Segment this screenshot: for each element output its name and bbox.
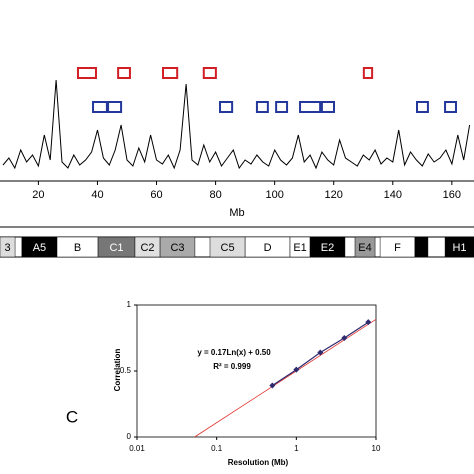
region-box (162, 67, 179, 79)
band-label: E4 (358, 242, 371, 254)
x-tick-label: 140 (384, 189, 402, 201)
x-tick-label: 100 (265, 189, 283, 201)
data-point (317, 349, 324, 356)
band-label: A5 (33, 242, 46, 254)
region-box (444, 101, 457, 113)
data-point (269, 382, 276, 389)
fit-equation: y = 0.17Ln(x) + 0.50 (197, 348, 271, 357)
band (354, 236, 376, 258)
band (159, 236, 196, 258)
band (309, 236, 346, 258)
region-box (202, 67, 217, 79)
region-box (117, 67, 131, 79)
band-label: D (264, 242, 272, 254)
data-point (341, 335, 348, 341)
x-tick-label: 20 (32, 189, 44, 201)
band-label: F (394, 242, 401, 254)
x-tick-label: 0.1 (211, 444, 223, 453)
x-tick-label: 1 (294, 444, 299, 453)
region-box (76, 67, 97, 79)
region-box (299, 101, 322, 113)
band-label: E1 (293, 242, 306, 254)
x-tick-label: 0.01 (129, 444, 145, 453)
data-point (365, 319, 372, 326)
x-tick-label: 160 (443, 189, 461, 201)
band-label: C2 (140, 242, 154, 254)
x-tick-label: 10 (372, 444, 381, 453)
signal-line (2, 79, 471, 170)
band-label: E2 (321, 242, 334, 254)
region-box (275, 101, 289, 113)
band-label: C5 (221, 242, 235, 254)
x-tick-label: 80 (209, 189, 221, 201)
band-label: B (74, 242, 81, 254)
x-tick-label: 40 (91, 189, 103, 201)
x-axis-label: Mb (229, 207, 244, 219)
plot-frame (136, 304, 377, 438)
data-point (293, 366, 300, 373)
band-label: 3 (4, 242, 10, 254)
region-box (219, 101, 234, 113)
x-axis-label: Resolution (Mb) (228, 458, 289, 467)
trend-line (194, 318, 377, 438)
band-label: C3 (170, 242, 184, 254)
region-box (107, 101, 123, 113)
band (444, 236, 474, 258)
region-box (416, 101, 429, 113)
x-tick-label: 60 (150, 189, 162, 201)
band (414, 236, 429, 258)
region-box (362, 67, 374, 79)
y-tick-label: 0 (127, 432, 132, 441)
y-tick-label: 0.5 (120, 366, 132, 375)
region-box (255, 101, 269, 113)
panel-label: C (66, 407, 78, 426)
region-box (320, 101, 336, 113)
region-box (92, 101, 108, 113)
x-tick-label: 120 (325, 189, 343, 201)
band-label: C1 (109, 242, 123, 254)
fit-r2: R² = 0.999 (213, 362, 251, 371)
band-label: H1 (452, 242, 466, 254)
band (0, 236, 16, 258)
y-axis-label: Correlation (113, 349, 122, 392)
y-tick-label: 1 (127, 300, 132, 309)
